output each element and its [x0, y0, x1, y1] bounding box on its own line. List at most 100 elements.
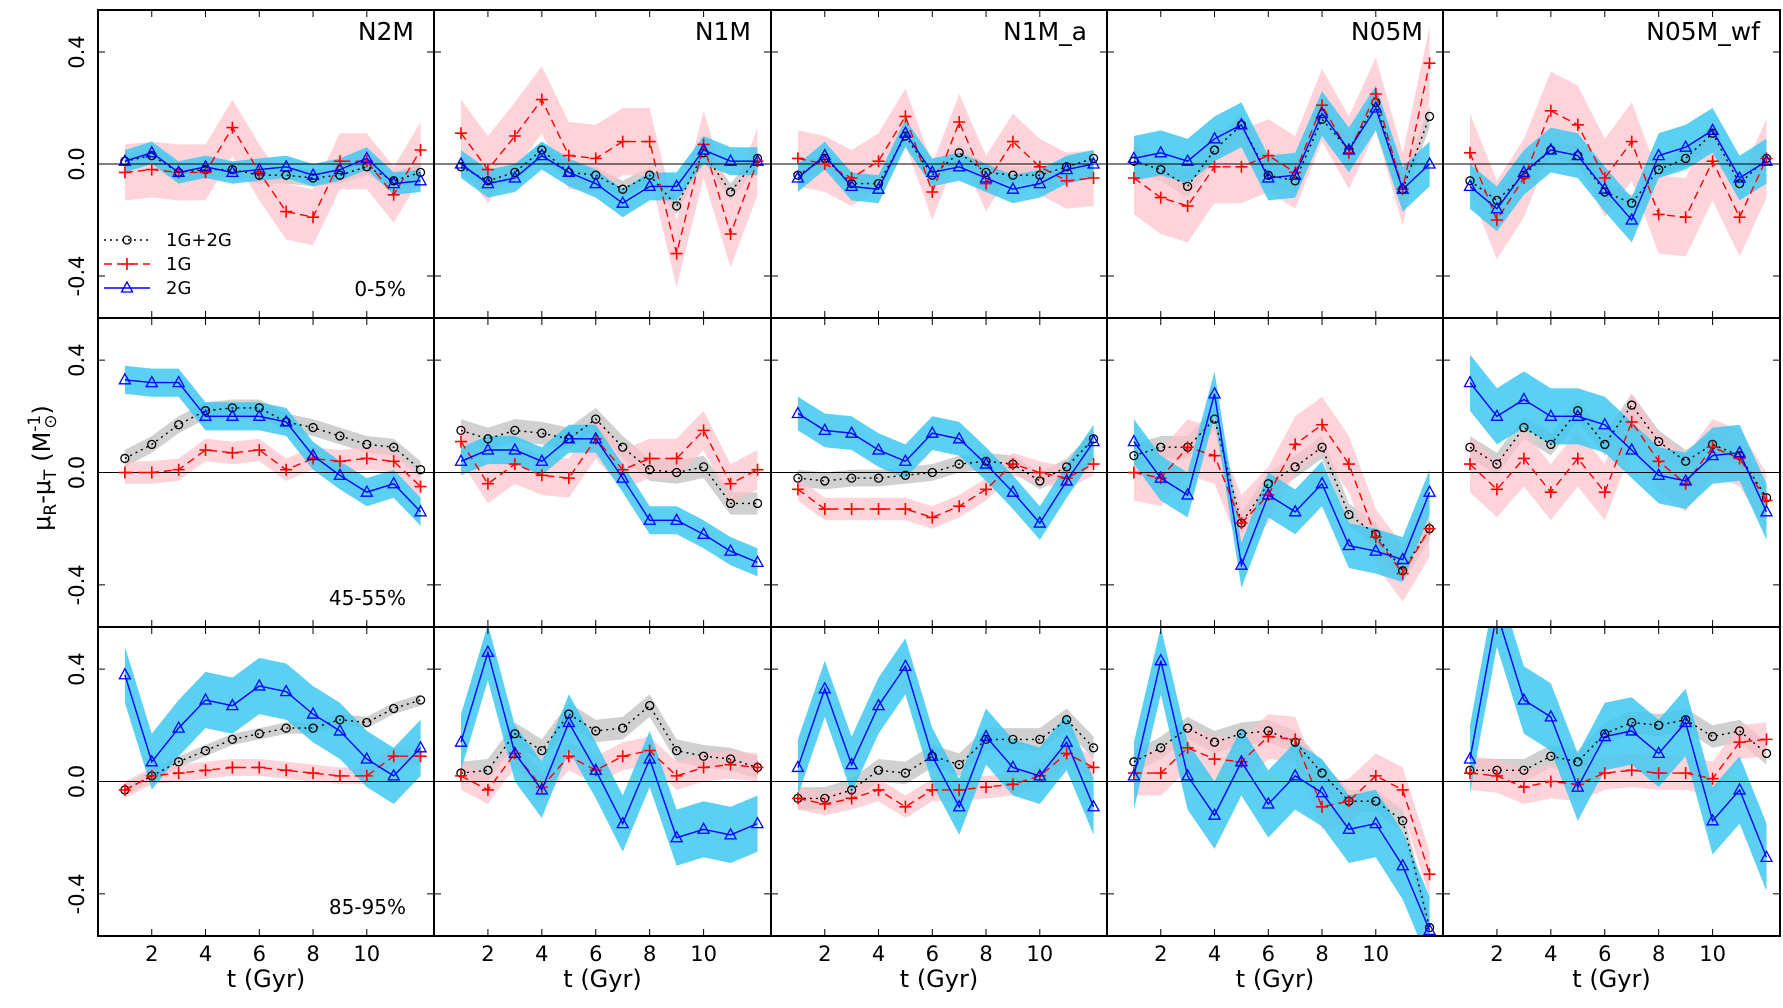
- g2-series-line: [797, 664, 1095, 809]
- g1-point: [1733, 452, 1746, 465]
- x-tick-label: 6: [589, 942, 602, 966]
- all-point: [752, 498, 763, 509]
- g1-point: [980, 177, 993, 190]
- all-point: [1492, 459, 1502, 469]
- all-point: [846, 473, 857, 483]
- legend-label: 2G: [166, 278, 191, 299]
- all-point: [591, 726, 601, 736]
- g2-point: [279, 159, 293, 172]
- g2-point: [1288, 167, 1302, 180]
- g2-point: [791, 760, 805, 773]
- g2-point: [1086, 799, 1101, 812]
- g2-point: [589, 431, 603, 444]
- g2-point: [1154, 145, 1168, 158]
- all-point: [671, 201, 682, 211]
- g1-point: [1517, 452, 1530, 465]
- g1-point: [1598, 767, 1611, 780]
- g2-point: [723, 543, 738, 556]
- g1-point: [253, 761, 266, 774]
- g1-point: [643, 135, 656, 148]
- all-point: [1600, 439, 1610, 450]
- g2-point: [616, 816, 630, 829]
- g1-error-band: [1470, 71, 1767, 260]
- g1-point: [953, 116, 966, 128]
- g2-point: [818, 423, 832, 436]
- g1-point: [1396, 567, 1409, 580]
- g1-point: [670, 769, 683, 782]
- plot-area: [434, 407, 771, 577]
- g2-point: [1288, 504, 1302, 517]
- g2-point: [1652, 467, 1666, 480]
- all-point: [671, 745, 682, 756]
- g1-point: [899, 503, 912, 516]
- g1-series-line: [797, 752, 1094, 808]
- g2-point: [1517, 392, 1531, 405]
- g1-point: [697, 424, 710, 437]
- g2-point: [1517, 165, 1531, 178]
- g2-point: [1006, 181, 1020, 194]
- g2-point: [871, 698, 886, 711]
- panel-title: N05M_wf: [1646, 17, 1761, 46]
- g2-point: [1342, 142, 1356, 155]
- all-point: [1062, 715, 1072, 725]
- g1-point: [1733, 211, 1746, 224]
- g1-point: [845, 503, 858, 516]
- y-tick-label: 0.4: [65, 343, 89, 376]
- g2-point: [723, 153, 738, 166]
- legend-marker: [121, 258, 133, 270]
- g1-point: [226, 761, 239, 774]
- g1-point: [307, 211, 320, 224]
- all-point: [510, 729, 520, 739]
- g2-point: [387, 768, 401, 781]
- g2-series-line: [124, 379, 422, 513]
- g2-point: [1490, 408, 1504, 421]
- all-point: [120, 453, 130, 464]
- g1-point: [454, 769, 467, 782]
- g1-point: [118, 466, 131, 479]
- g2-point: [1154, 653, 1168, 666]
- g1-point: [1544, 486, 1557, 499]
- g2-point: [508, 746, 522, 759]
- y-tick-label: 0.0: [65, 765, 89, 798]
- g2-point: [1679, 473, 1693, 486]
- g2-point: [1517, 692, 1531, 705]
- g2-point: [1706, 448, 1720, 461]
- g2-point: [616, 195, 630, 208]
- g2-series-line: [1133, 106, 1431, 191]
- g1-point: [643, 744, 656, 757]
- g1-point: [508, 458, 521, 471]
- all-point: [227, 403, 238, 413]
- g2-point: [1060, 162, 1074, 175]
- all-series-line: [460, 418, 758, 505]
- g2-point: [1342, 538, 1356, 551]
- g1-point: [1733, 736, 1746, 749]
- g1-point: [199, 764, 212, 777]
- g1-point: [1289, 733, 1302, 746]
- all-point: [362, 717, 372, 728]
- g1-point: [953, 500, 966, 513]
- g2-point: [791, 406, 805, 419]
- g1-point: [387, 455, 400, 468]
- g1-point: [1423, 868, 1436, 881]
- x-axis-title: t (Gyr): [227, 965, 305, 993]
- g1-point: [1087, 172, 1100, 184]
- g1-point: [1342, 795, 1355, 808]
- g2-point: [172, 720, 186, 733]
- g2-point: [562, 431, 576, 444]
- panel-N05M_wf-2: 2 4 6 8 10 t (Gyr): [1442, 626, 1781, 993]
- g1-error-band: [797, 452, 1094, 529]
- panel-title: N2M: [358, 17, 414, 46]
- all-point: [1035, 734, 1045, 745]
- all-error-band: [461, 407, 758, 515]
- g1-point: [199, 444, 212, 457]
- g1-point: [818, 503, 831, 516]
- all-point: [1654, 436, 1664, 447]
- g2-point: [562, 715, 576, 728]
- g2-point: [1544, 142, 1558, 155]
- g1-point: [1235, 517, 1248, 530]
- x-tick-label: 6: [1262, 942, 1275, 966]
- g1-point: [872, 783, 885, 796]
- g1-point: [926, 783, 939, 796]
- plot-area: [771, 88, 1107, 221]
- g2-point: [1127, 768, 1141, 781]
